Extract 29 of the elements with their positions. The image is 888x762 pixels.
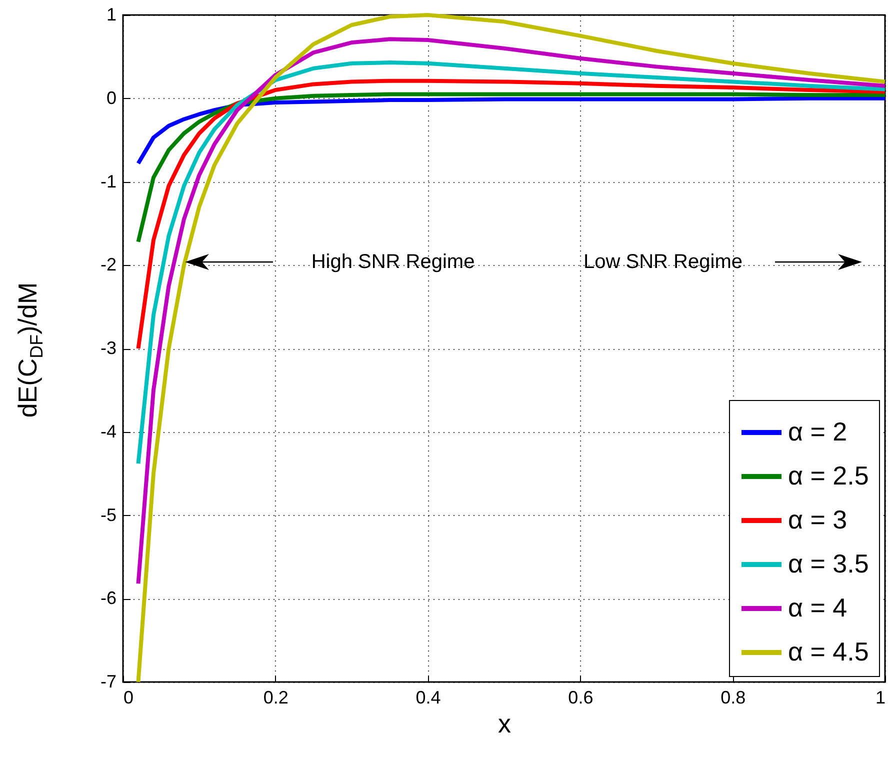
x-axis-title: x [498, 708, 511, 738]
annotation: Low SNR Regime [584, 251, 742, 273]
x-tick-label: 0.4 [416, 688, 441, 708]
y-tick-label: -7 [100, 672, 116, 692]
x-tick-label: 0.6 [568, 688, 594, 708]
line-series [136, 37, 887, 586]
x-tick-label: 1 [875, 688, 886, 708]
annotation: High SNR Regime [311, 251, 475, 273]
legend-label: α = 4 [788, 592, 848, 622]
line-series [136, 78, 887, 350]
legend-label: α = 2 [788, 416, 848, 446]
line-series [136, 96, 887, 166]
y-tick-label: -2 [100, 254, 116, 275]
legend-label: α = 3 [788, 504, 848, 534]
y-tick-label: -1 [100, 171, 116, 192]
x-tick-label: 0 [124, 688, 134, 708]
line-series [136, 60, 887, 466]
x-tick-label: 0.8 [720, 688, 746, 708]
y-tick-label: -6 [100, 588, 116, 608]
y-tick-label: 1 [106, 4, 116, 24]
y-tick-label: -5 [100, 504, 116, 525]
legend-label: α = 3.5 [788, 548, 869, 578]
y-tick-label: 0 [106, 88, 116, 108]
legend-label: α = 4.5 [788, 636, 869, 666]
line-series [136, 92, 887, 244]
y-tick-label: -3 [100, 338, 116, 358]
legend-label: α = 2.5 [788, 460, 869, 490]
y-tick-label: -4 [100, 421, 116, 442]
x-tick-label: 0.2 [263, 688, 288, 708]
